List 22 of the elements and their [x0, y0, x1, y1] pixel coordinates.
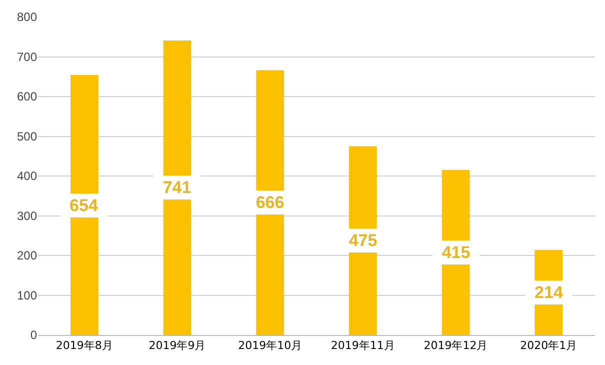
y-tick-label: 500 — [16, 129, 38, 144]
y-tick-label: 700 — [16, 50, 38, 64]
x-tick-label: 2019年8月 — [56, 339, 113, 352]
y-tick-label: 400 — [16, 169, 38, 184]
y-tick-label: 600 — [16, 90, 38, 104]
y-tick-label: 300 — [16, 208, 38, 223]
y-tick-label: 100 — [16, 288, 38, 302]
x-tick-label: 2019年10月 — [238, 339, 302, 352]
data-label: 475 — [348, 231, 378, 250]
y-tick-label: 800 — [16, 10, 38, 24]
data-label: 654 — [70, 196, 98, 215]
data-label: 741 — [162, 178, 192, 197]
x-tick-label: 2019年12月 — [424, 339, 488, 352]
y-tick-label: 200 — [16, 248, 38, 263]
y-tick-label: 0 — [30, 328, 38, 342]
data-label: 415 — [442, 243, 470, 262]
x-tick-label: 2019年9月 — [148, 339, 206, 352]
x-tick-label: 2020年1月 — [520, 339, 578, 352]
x-tick-label: 2019年11月 — [330, 339, 395, 352]
data-label: 214 — [534, 283, 564, 302]
bar — [256, 70, 284, 335]
data-label: 666 — [256, 193, 284, 212]
